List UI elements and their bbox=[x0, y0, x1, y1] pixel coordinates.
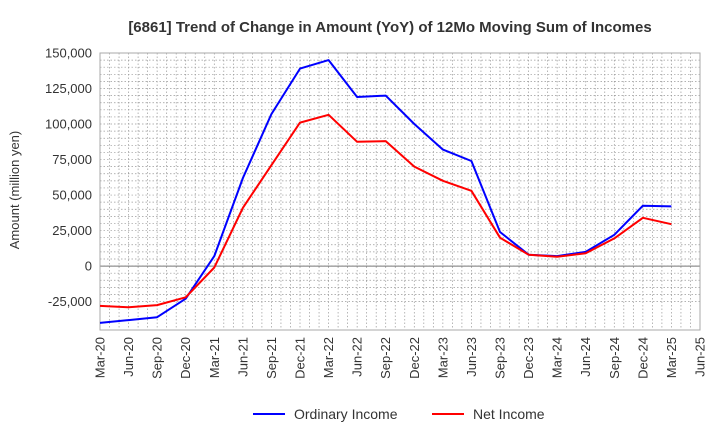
x-tick-label: Mar-25 bbox=[664, 337, 679, 378]
x-tick-label: Sep-24 bbox=[607, 337, 622, 379]
x-tick-label: Jun-20 bbox=[121, 337, 136, 377]
x-tick-labels: Mar-20 Jun-20 Sep-20 Dec-20 Mar-21 Jun-21 Sep-… bbox=[93, 337, 708, 379]
x-tick-label: Jun-22 bbox=[350, 337, 365, 377]
plot-frame bbox=[99, 52, 701, 331]
x-tick-label: Dec-23 bbox=[521, 337, 536, 379]
x-tick-label: Sep-22 bbox=[378, 337, 393, 379]
series-line-net-income bbox=[99, 113, 672, 309]
y-tick-label: 50,000 bbox=[52, 188, 92, 203]
chart-title: [6861] Trend of Change in Amount (YoY) o… bbox=[128, 19, 651, 36]
y-tick-label: 150,000 bbox=[45, 46, 92, 61]
x-tick-label: Mar-22 bbox=[321, 337, 336, 378]
x-tick-label: Jun-21 bbox=[235, 337, 250, 377]
x-tick-label: Sep-20 bbox=[150, 337, 165, 379]
y-tick-label: 25,000 bbox=[52, 223, 92, 238]
y-tick-labels: 150,000 125,000 100,000 75,000 50,000 25,000 0… bbox=[45, 46, 92, 310]
y-tick-label: 0 bbox=[85, 259, 92, 274]
grid bbox=[99, 52, 701, 330]
x-tick-label: Dec-21 bbox=[293, 337, 308, 379]
plot-area bbox=[99, 52, 701, 331]
legend-label: Net Income bbox=[473, 406, 545, 422]
y-axis-label: Amount (million yen) bbox=[7, 131, 22, 250]
y-tick-label: 125,000 bbox=[45, 81, 92, 96]
x-tick-label: Jun-23 bbox=[464, 337, 479, 377]
legend-label: Ordinary Income bbox=[294, 406, 398, 422]
y-tick-label: -25,000 bbox=[48, 294, 92, 309]
x-tick-label: Sep-23 bbox=[493, 337, 508, 379]
plot-background bbox=[100, 53, 700, 330]
x-tick-label: Dec-20 bbox=[178, 337, 193, 379]
x-tick-label: Dec-22 bbox=[407, 337, 422, 379]
x-tick-label: Mar-23 bbox=[435, 337, 450, 378]
y-tick-label: 100,000 bbox=[45, 117, 92, 132]
x-tick-label: Mar-21 bbox=[207, 337, 222, 378]
x-tick-label: Dec-24 bbox=[635, 337, 650, 379]
series-line-ordinary-income bbox=[99, 59, 672, 324]
series-layer bbox=[99, 59, 672, 324]
legend: Ordinary Income Net Income bbox=[253, 406, 545, 422]
x-tick-label: Mar-20 bbox=[93, 337, 108, 378]
x-tick-label: Sep-21 bbox=[264, 337, 279, 379]
y-tick-label: 75,000 bbox=[52, 152, 92, 167]
x-tick-label: Jun-24 bbox=[578, 337, 593, 377]
x-tick-label: Mar-24 bbox=[550, 337, 565, 378]
x-tick-label: Jun-25 bbox=[693, 337, 708, 377]
